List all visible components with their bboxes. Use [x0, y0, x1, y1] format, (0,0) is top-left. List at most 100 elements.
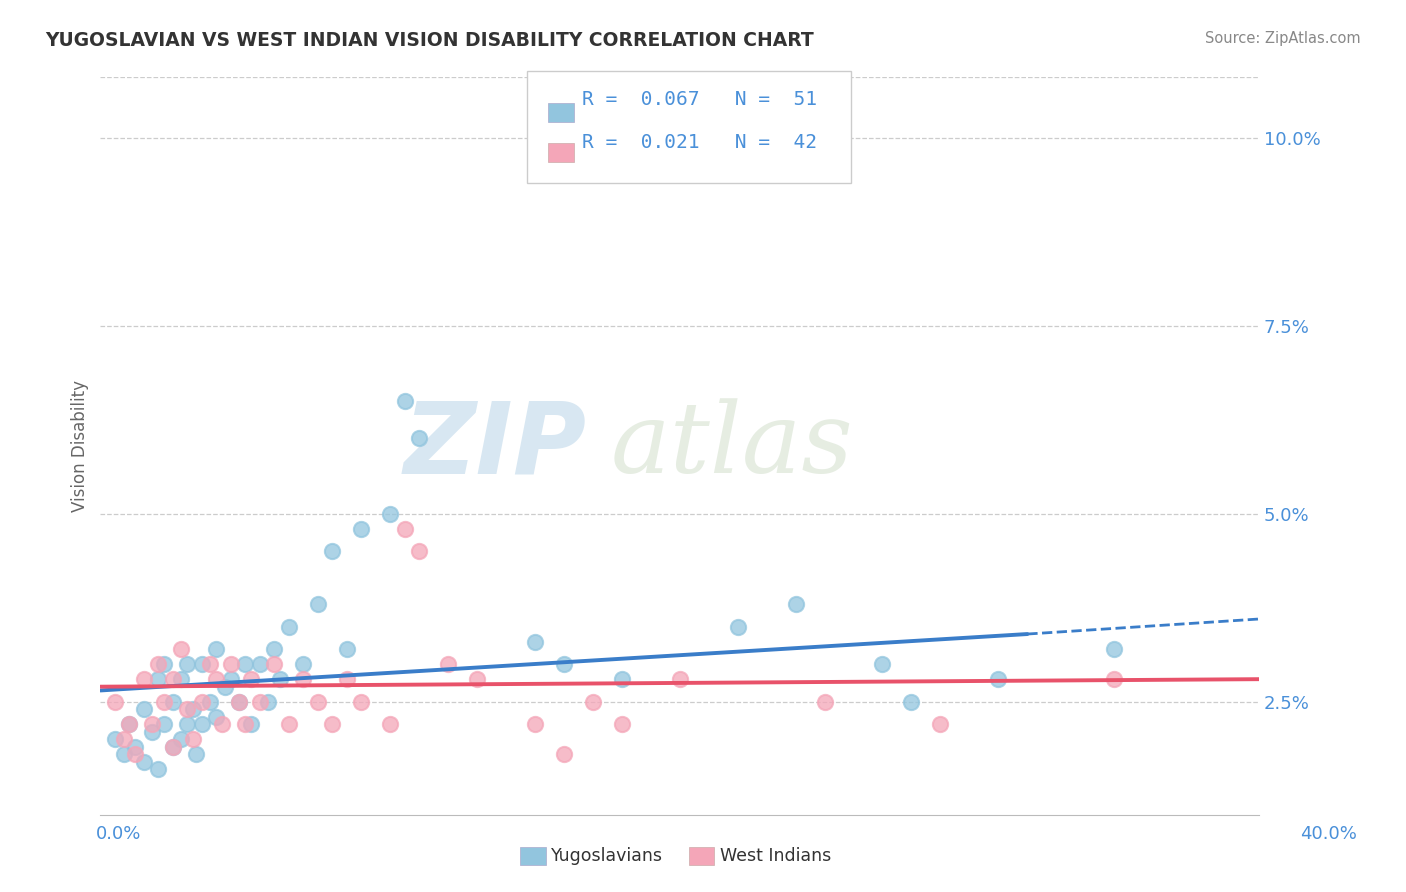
- Point: [200, 695, 222, 709]
- Point: [408, 432, 430, 446]
- Point: [872, 657, 894, 672]
- Point: [269, 672, 291, 686]
- Point: [205, 672, 228, 686]
- Point: [610, 672, 633, 686]
- Point: [610, 717, 633, 731]
- Point: [277, 619, 299, 633]
- Point: [350, 695, 373, 709]
- Point: [162, 739, 184, 754]
- Point: [200, 657, 222, 672]
- Point: [190, 717, 212, 731]
- Text: atlas: atlas: [610, 399, 853, 493]
- Point: [987, 672, 1010, 686]
- Point: [112, 732, 135, 747]
- Point: [190, 657, 212, 672]
- Point: [465, 672, 488, 686]
- Point: [181, 702, 204, 716]
- Point: [394, 522, 416, 536]
- Point: [240, 717, 263, 731]
- Point: [132, 672, 155, 686]
- Point: [219, 657, 242, 672]
- Point: [336, 672, 359, 686]
- Point: [233, 717, 256, 731]
- Point: [437, 657, 460, 672]
- Point: [523, 634, 546, 648]
- Text: R =  0.067   N =  51: R = 0.067 N = 51: [582, 90, 817, 110]
- Point: [553, 747, 575, 762]
- Point: [104, 732, 127, 747]
- Point: [668, 672, 690, 686]
- Point: [124, 747, 146, 762]
- Point: [112, 747, 135, 762]
- Point: [813, 695, 835, 709]
- Point: [148, 657, 170, 672]
- Point: [148, 672, 170, 686]
- Point: [181, 732, 204, 747]
- Point: [141, 724, 163, 739]
- Point: [277, 717, 299, 731]
- Text: ZIP: ZIP: [404, 398, 588, 494]
- Text: West Indians: West Indians: [720, 847, 831, 865]
- Point: [153, 695, 176, 709]
- Point: [553, 657, 575, 672]
- Point: [263, 657, 285, 672]
- Point: [523, 717, 546, 731]
- Point: [228, 695, 250, 709]
- Text: 40.0%: 40.0%: [1301, 825, 1357, 843]
- Point: [176, 657, 198, 672]
- Text: Yugoslavians: Yugoslavians: [551, 847, 664, 865]
- Point: [148, 763, 170, 777]
- Point: [929, 717, 952, 731]
- Point: [292, 672, 315, 686]
- Point: [378, 507, 401, 521]
- Point: [170, 642, 193, 657]
- Point: [176, 702, 198, 716]
- Point: [307, 597, 329, 611]
- Y-axis label: Vision Disability: Vision Disability: [72, 380, 89, 512]
- Point: [1102, 672, 1125, 686]
- Point: [162, 695, 184, 709]
- Point: [219, 672, 242, 686]
- Point: [408, 544, 430, 558]
- Point: [104, 695, 127, 709]
- Text: YUGOSLAVIAN VS WEST INDIAN VISION DISABILITY CORRELATION CHART: YUGOSLAVIAN VS WEST INDIAN VISION DISABI…: [45, 31, 814, 50]
- Point: [170, 732, 193, 747]
- Point: [292, 657, 315, 672]
- Text: R =  0.021   N =  42: R = 0.021 N = 42: [582, 133, 817, 153]
- Point: [170, 672, 193, 686]
- Point: [257, 695, 280, 709]
- Point: [249, 657, 271, 672]
- Point: [307, 695, 329, 709]
- Point: [228, 695, 250, 709]
- Point: [582, 695, 605, 709]
- Point: [321, 717, 343, 731]
- Point: [162, 739, 184, 754]
- Point: [205, 710, 228, 724]
- Point: [263, 642, 285, 657]
- Point: [378, 717, 401, 731]
- Point: [350, 522, 373, 536]
- Point: [211, 717, 233, 731]
- Point: [118, 717, 141, 731]
- Point: [205, 642, 228, 657]
- Point: [900, 695, 922, 709]
- Text: 0.0%: 0.0%: [96, 825, 141, 843]
- Point: [153, 717, 176, 731]
- Point: [124, 739, 146, 754]
- Point: [1102, 642, 1125, 657]
- Point: [184, 747, 207, 762]
- Point: [240, 672, 263, 686]
- Point: [249, 695, 271, 709]
- Text: Source: ZipAtlas.com: Source: ZipAtlas.com: [1205, 31, 1361, 46]
- Point: [321, 544, 343, 558]
- Point: [214, 680, 236, 694]
- Point: [190, 695, 212, 709]
- Point: [176, 717, 198, 731]
- Point: [162, 672, 184, 686]
- Point: [394, 393, 416, 408]
- Point: [141, 717, 163, 731]
- Point: [233, 657, 256, 672]
- Point: [153, 657, 176, 672]
- Point: [785, 597, 807, 611]
- Point: [727, 619, 749, 633]
